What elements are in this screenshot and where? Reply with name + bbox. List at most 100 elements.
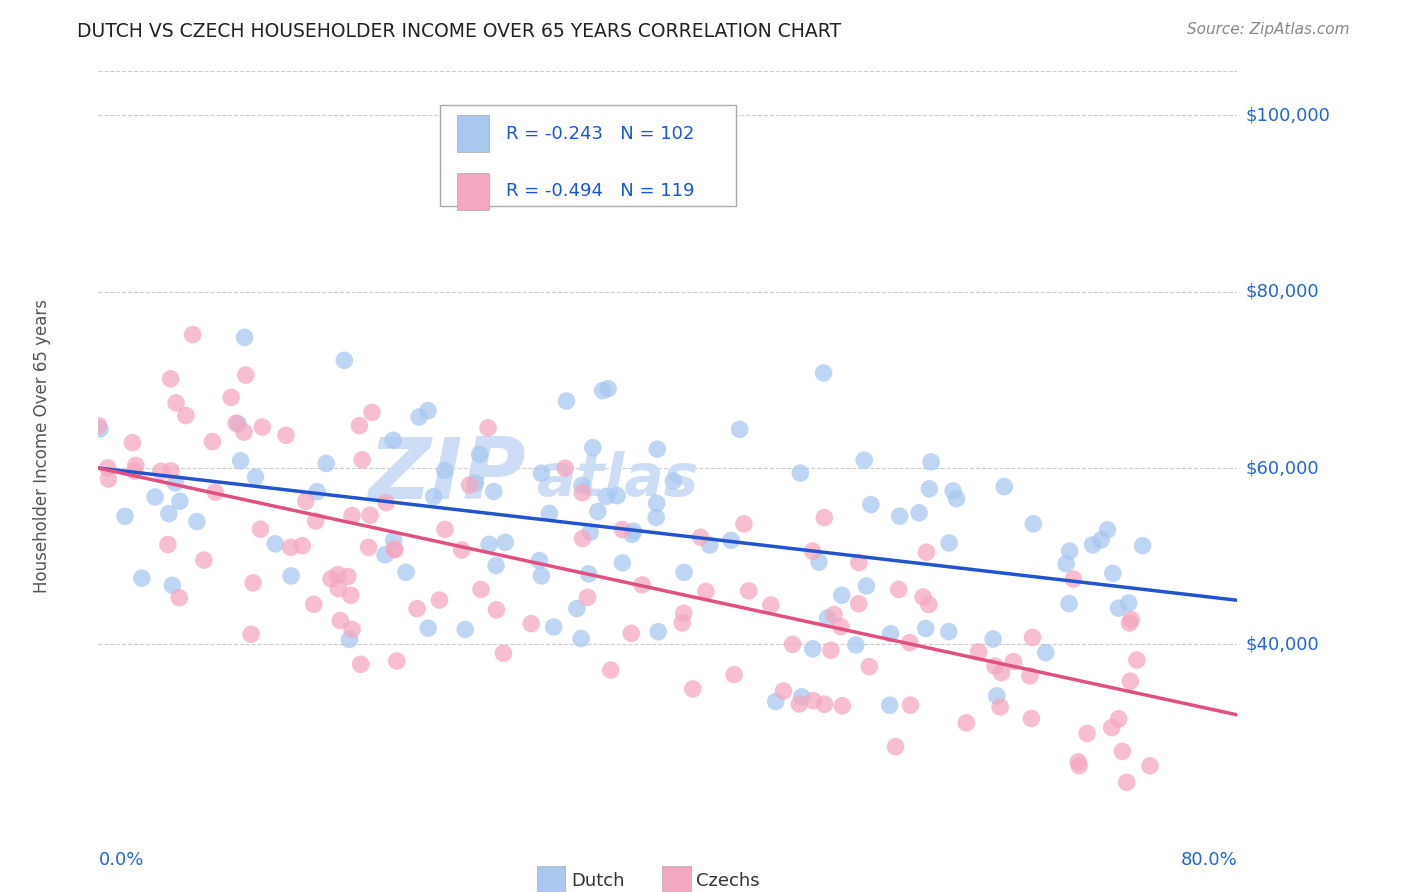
Point [315, 457, 337, 471]
Point [408, 410, 430, 425]
Point [938, 624, 960, 639]
Point [647, 624, 669, 639]
Point [631, 578, 654, 592]
Point [565, 601, 588, 615]
Point [789, 466, 811, 480]
Point [986, 689, 1008, 703]
Point [682, 681, 704, 696]
Point [645, 496, 668, 510]
Point [621, 527, 644, 541]
Point [204, 485, 226, 500]
Point [623, 524, 645, 538]
Point [450, 543, 472, 558]
Point [1019, 669, 1042, 683]
FancyBboxPatch shape [457, 115, 489, 153]
Point [571, 485, 593, 500]
Point [458, 478, 481, 492]
Point [945, 491, 967, 506]
Text: $40,000: $40,000 [1246, 635, 1320, 653]
Point [1132, 539, 1154, 553]
Point [848, 597, 870, 611]
Point [543, 620, 565, 634]
Point [938, 536, 960, 550]
Point [671, 615, 693, 630]
Point [569, 632, 592, 646]
Text: ZIP: ZIP [368, 434, 526, 517]
Point [554, 461, 576, 475]
Point [382, 434, 405, 448]
Point [981, 632, 1004, 646]
Point [955, 715, 977, 730]
Point [302, 598, 325, 612]
Point [295, 494, 318, 508]
Point [520, 616, 543, 631]
Point [918, 482, 941, 496]
Point [612, 523, 634, 537]
Text: Source: ZipAtlas.com: Source: ZipAtlas.com [1187, 22, 1350, 37]
Point [918, 598, 941, 612]
Point [920, 455, 942, 469]
Point [1081, 538, 1104, 552]
Point [967, 645, 990, 659]
Point [485, 603, 508, 617]
Point [319, 572, 342, 586]
Point [165, 475, 187, 490]
Point [97, 472, 120, 486]
Point [1022, 516, 1045, 531]
Point [340, 508, 363, 523]
Point [1002, 655, 1025, 669]
Point [143, 490, 166, 504]
Point [352, 453, 374, 467]
Point [336, 569, 359, 583]
Point [782, 637, 804, 651]
Point [305, 514, 328, 528]
Point [339, 632, 361, 647]
Point [181, 327, 204, 342]
Point [1118, 616, 1140, 631]
Point [859, 498, 882, 512]
Point [887, 582, 910, 597]
Point [359, 508, 381, 522]
Point [169, 494, 191, 508]
Point [790, 690, 813, 704]
Point [361, 405, 384, 419]
Point [357, 541, 380, 555]
Text: Householder Income Over 65 years: Householder Income Over 65 years [34, 299, 51, 593]
Point [242, 575, 264, 590]
Point [813, 697, 835, 711]
Point [1090, 533, 1112, 547]
Point [174, 409, 197, 423]
Point [478, 537, 501, 551]
Point [193, 553, 215, 567]
Point [695, 584, 717, 599]
Point [264, 537, 287, 551]
Point [235, 368, 257, 382]
Point [249, 522, 271, 536]
Point [280, 541, 302, 555]
Point [1054, 557, 1077, 571]
Text: 80.0%: 80.0% [1181, 852, 1237, 870]
Point [538, 507, 561, 521]
Point [240, 627, 263, 641]
Point [454, 623, 477, 637]
Point [813, 366, 835, 380]
Point [801, 641, 824, 656]
Point [1126, 653, 1149, 667]
Point [571, 532, 593, 546]
Point [375, 496, 398, 510]
Point [823, 607, 845, 622]
Point [382, 533, 405, 548]
Point [149, 464, 172, 478]
Point [165, 396, 187, 410]
Point [599, 663, 621, 677]
Point [307, 484, 329, 499]
Point [620, 626, 643, 640]
Point [582, 441, 605, 455]
Point [858, 659, 880, 673]
Point [571, 478, 593, 492]
Point [160, 464, 183, 478]
Point [382, 542, 405, 557]
Point [1021, 631, 1043, 645]
Text: 0.0%: 0.0% [98, 852, 143, 870]
Point [349, 418, 371, 433]
